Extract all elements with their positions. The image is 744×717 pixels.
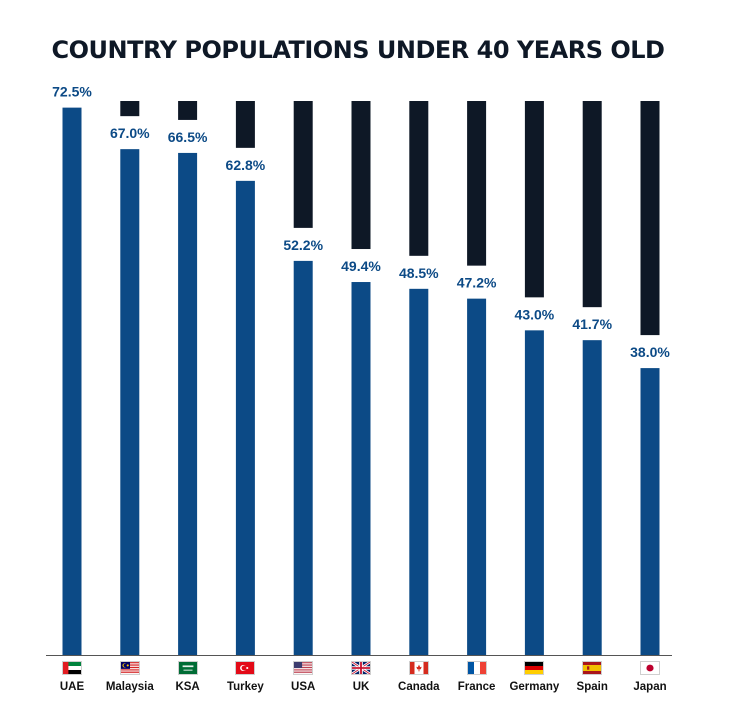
value-bar-usa [293,260,313,655]
category-label-malaysia: Malaysia [105,681,154,693]
japan-flag-icon [640,661,660,675]
value-label-malaysia: 67.0% [110,125,150,141]
value-bar-malaysia [120,149,140,655]
remainder-bar-ksa [178,101,198,120]
uk-flag-icon [351,661,371,675]
value-label-canada: 48.5% [399,265,439,281]
value-bar-france [467,298,487,655]
value-bar-japan [640,368,660,655]
value-label-uae: 72.5% [52,84,92,100]
value-bar-germany [524,330,544,655]
value-bar-ksa [178,152,198,656]
remainder-bar-turkey [235,101,255,148]
remainder-bar-france [467,101,487,266]
value-label-japan: 38.0% [630,344,670,360]
category-label-germany: Germany [509,681,560,693]
germany-flag-icon [524,661,545,675]
turkey-flag-icon [235,661,256,675]
chart-title: COUNTRY POPULATIONS UNDER 40 YEARS OLD [51,36,665,64]
category-label-japan: Japan [633,681,667,693]
usa-flag-icon [293,661,314,675]
canada-flag-icon [408,661,429,675]
remainder-bar-uk [351,101,371,250]
remainder-bar-canada [409,101,429,256]
value-label-spain: 41.7% [572,316,612,332]
remainder-bar-spain [582,101,602,308]
malaysia-flag-icon [119,661,140,675]
category-label-canada: Canada [398,681,440,693]
remainder-bar-japan [640,101,660,336]
value-bar-uae [62,107,82,655]
uae-flag-icon [62,661,82,675]
category-label-france: France [457,681,496,693]
ksa-flag-icon [177,661,198,675]
value-bar-turkey [235,180,255,656]
category-label-turkey: Turkey [226,681,264,693]
remainder-bar-germany [524,101,544,298]
value-label-ksa: 66.5% [168,129,208,145]
spain-flag-icon [582,661,603,675]
category-label-usa: USA [291,681,316,693]
france-flag-icon [466,661,487,675]
value-bar-spain [582,340,602,655]
value-bar-canada [409,288,429,655]
value-label-uk: 49.4% [341,258,381,274]
category-label-spain: Spain [576,681,608,693]
category-label-ksa: KSA [175,681,200,693]
value-label-france: 47.2% [457,275,497,291]
value-bar-uk [351,282,371,655]
value-label-germany: 43.0% [515,306,555,322]
category-label-uae: UAE [59,681,85,693]
value-label-turkey: 62.8% [226,157,266,173]
value-label-usa: 52.2% [283,237,323,253]
remainder-bar-usa [293,101,313,228]
remainder-bar-malaysia [120,101,140,117]
category-label-uk: UK [352,681,370,693]
